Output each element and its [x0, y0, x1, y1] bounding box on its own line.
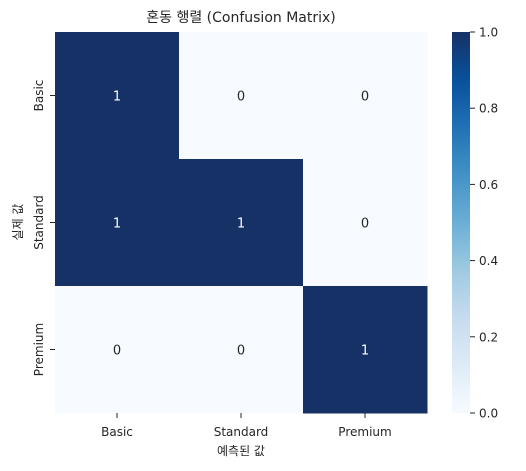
heatmap-cell-r2-c2 [303, 286, 428, 414]
cell-annotation-r0-c1: 0 [237, 90, 245, 105]
colorbar-tick-label: 0.6 [479, 178, 498, 192]
cell-annotation-r2-c0: 0 [113, 344, 121, 359]
x-tick-label: Standard [214, 425, 269, 439]
heatmap-cell-r1-c1 [179, 159, 304, 287]
colorbar-tick-label: 0.8 [479, 102, 498, 116]
x-axis-label: 예측된 값 [217, 444, 265, 458]
cell-annotation-r0-c2: 0 [361, 90, 369, 105]
heatmap-cell-r2-c0 [55, 286, 180, 414]
cell-annotation-r2-c2: 1 [361, 344, 369, 359]
heatmap-cell-r0-c1 [179, 32, 304, 160]
cell-annotation-r2-c1: 0 [237, 344, 245, 359]
y-tick-label: Premium [32, 323, 46, 376]
colorbar-tick-label: 0.0 [479, 407, 498, 421]
cell-annotation-r1-c0: 1 [113, 217, 121, 232]
x-axis: Basic Standard Premium [101, 413, 392, 439]
heatmap-cell-r1-c2 [303, 159, 428, 287]
colorbar [452, 32, 470, 413]
colorbar-tick-label: 0.2 [479, 330, 498, 344]
heatmap-cell-r1-c0 [55, 159, 180, 287]
cell-annotations: 1 0 0 1 1 0 0 0 1 [113, 90, 369, 359]
x-tick-label: Basic [101, 425, 133, 439]
x-tick-label: Premium [338, 425, 391, 439]
colorbar-ticks: 0.0 0.2 0.4 0.6 0.8 1.0 [470, 26, 498, 421]
y-tick-label: Standard [32, 195, 46, 250]
cell-annotation-r0-c0: 1 [113, 90, 121, 105]
y-axis-label: 실제 값 [11, 204, 25, 241]
chart-title: 혼동 행렬 (Confusion Matrix) [146, 10, 336, 26]
colorbar-tick-label: 1.0 [479, 26, 498, 40]
cell-annotation-r1-c1: 1 [237, 217, 245, 232]
y-axis: Basic Standard Premium [32, 80, 55, 376]
colorbar-tick-label: 0.4 [479, 254, 498, 268]
heatmap-cell-r0-c0 [55, 32, 180, 160]
heatmap-cell-r0-c2 [303, 32, 428, 160]
heatmap-cells [55, 32, 428, 414]
cell-annotation-r1-c2: 0 [361, 217, 369, 232]
heatmap-cell-r2-c1 [179, 286, 304, 414]
y-tick-label: Basic [32, 80, 46, 112]
